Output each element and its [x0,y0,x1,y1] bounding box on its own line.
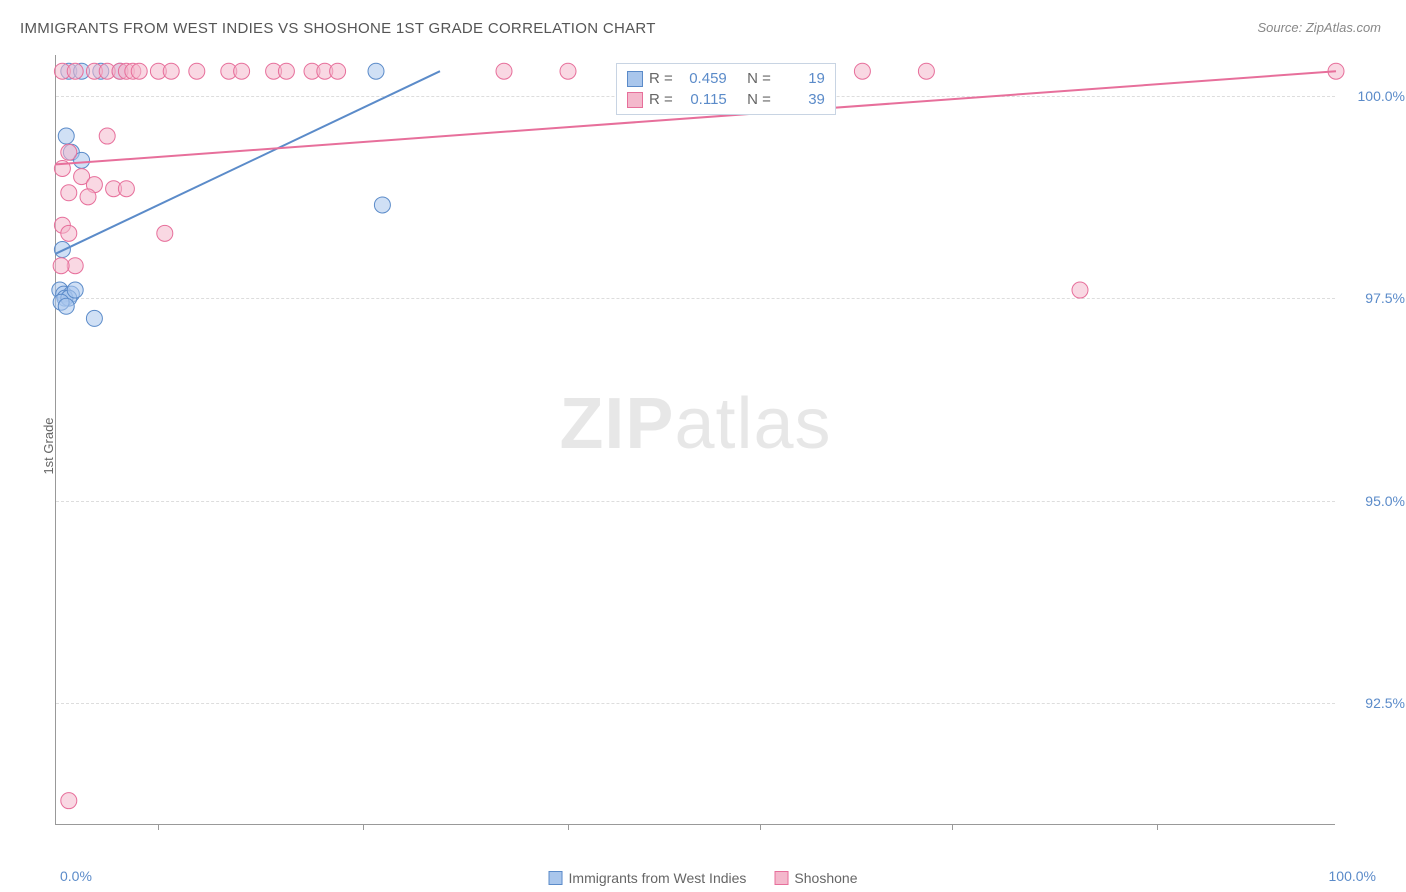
legend-swatch-icon [627,92,643,108]
x-tick [1157,824,1158,830]
scatter-point [53,258,69,274]
scatter-point [58,128,74,144]
scatter-point [560,63,576,79]
scatter-point [234,63,250,79]
scatter-point [1072,282,1088,298]
x-axis-max-label: 100.0% [1329,868,1376,884]
x-tick [363,824,364,830]
y-axis-label: 1st Grade [41,417,56,474]
legend-swatch-icon [627,71,643,87]
chart-svg [56,55,1335,824]
scatter-point [61,185,77,201]
scatter-point [496,63,512,79]
x-tick [158,824,159,830]
stats-n-value: 39 [777,91,825,108]
chart-title: IMMIGRANTS FROM WEST INDIES VS SHOSHONE … [20,20,656,37]
stats-r-value: 0.459 [679,70,727,87]
legend-swatch-icon [774,871,788,885]
stats-row: R = 0.459 N = 19 [627,68,825,89]
scatter-point [99,128,115,144]
y-tick-label: 92.5% [1345,695,1405,711]
y-tick-label: 97.5% [1345,290,1405,306]
legend-label: Immigrants from West Indies [569,870,747,886]
y-tick-label: 95.0% [1345,493,1405,509]
scatter-point [330,63,346,79]
legend-label: Shoshone [794,870,857,886]
scatter-point [278,63,294,79]
stats-r-label: R = [649,70,673,87]
legend-swatch-icon [549,871,563,885]
stats-n-label: N = [747,91,771,108]
source-label: Source: ZipAtlas.com [1257,20,1381,35]
stats-n-value: 19 [777,70,825,87]
plot-area: ZIPatlas 100.0%97.5%95.0%92.5% R =0.459 … [55,55,1335,825]
scatter-point [61,144,77,160]
scatter-point [86,310,102,326]
scatter-point [61,793,77,809]
y-tick-label: 100.0% [1345,88,1405,104]
trend-line [56,71,440,253]
x-tick [568,824,569,830]
scatter-point [67,282,83,298]
scatter-point [61,225,77,241]
stats-legend-box: R = 0.459 N = 19 R = 0.115 N = 39 [616,63,836,115]
stats-r-value: 0.115 [679,91,727,108]
scatter-point [118,181,134,197]
scatter-point [374,197,390,213]
scatter-point [368,63,384,79]
x-axis-min-label: 0.0% [60,868,92,884]
scatter-point [163,63,179,79]
scatter-point [157,225,173,241]
x-tick [952,824,953,830]
legend-bottom: Immigrants from West Indies Shoshone [549,870,858,886]
stats-row: R = 0.115 N = 39 [627,89,825,110]
x-tick [760,824,761,830]
stats-r-label: R = [649,91,673,108]
scatter-point [189,63,205,79]
scatter-point [58,298,74,314]
scatter-point [80,189,96,205]
scatter-point [67,63,83,79]
scatter-point [918,63,934,79]
stats-n-label: N = [747,70,771,87]
legend-item: Shoshone [774,870,857,886]
legend-item: Immigrants from West Indies [549,870,747,886]
scatter-point [131,63,147,79]
scatter-point [854,63,870,79]
